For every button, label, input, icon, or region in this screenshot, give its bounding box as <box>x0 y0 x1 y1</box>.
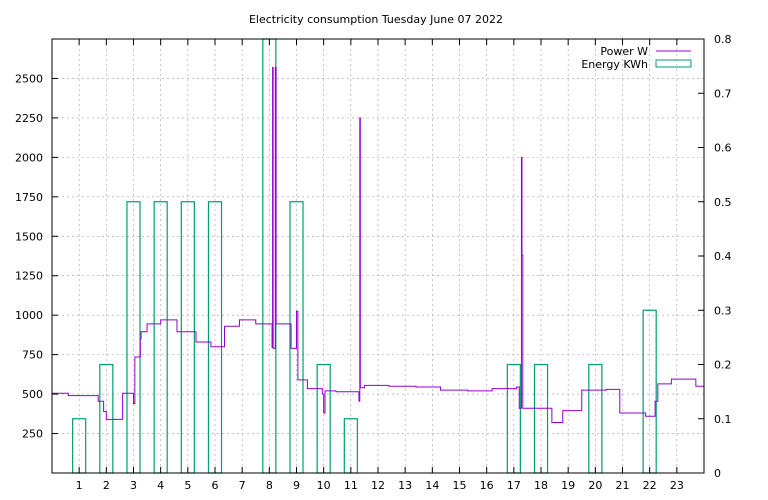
legend-power-label: Power W <box>600 45 648 58</box>
y-right-tick-label: 0.2 <box>714 359 732 372</box>
x-tick-label: 2 <box>103 479 110 492</box>
power-line <box>52 66 704 423</box>
y-right-tick-label: 0.4 <box>714 250 732 263</box>
x-tick-label: 4 <box>157 479 164 492</box>
y-left-tick-label: 2250 <box>15 112 43 125</box>
legend-energy-swatch <box>655 59 692 68</box>
energy-bar <box>126 201 141 474</box>
x-tick-label: 1 <box>76 479 83 492</box>
x-tick-label: 22 <box>643 479 657 492</box>
x-tick-label: 8 <box>266 479 273 492</box>
x-tick-label: 12 <box>371 479 385 492</box>
energy-bar <box>180 201 195 474</box>
x-tick-label: 23 <box>670 479 684 492</box>
x-tick-label: 14 <box>425 479 439 492</box>
x-tick-label: 15 <box>453 479 467 492</box>
y-right-tick-label: 0.6 <box>714 142 732 155</box>
x-tick-label: 18 <box>534 479 548 492</box>
x-tick-label: 10 <box>317 479 331 492</box>
chart-title: Electricity consumption Tuesday June 07 … <box>249 13 503 26</box>
y-left-tick-label: 1250 <box>15 270 43 283</box>
legend: Power W Energy KWh <box>581 45 692 71</box>
x-tick-label: 19 <box>561 479 575 492</box>
power-series-line <box>52 66 704 423</box>
y-right-tick-label: 0.1 <box>714 413 732 426</box>
x-tick-label: 21 <box>616 479 630 492</box>
y-left-tick-label: 750 <box>22 349 43 362</box>
y-left-tick-label: 1000 <box>15 309 43 322</box>
y-left-tick-label: 500 <box>22 388 43 401</box>
energy-bars <box>72 38 657 474</box>
energy-bar <box>207 201 223 474</box>
gridlines <box>52 39 704 473</box>
y-left-tick-label: 2000 <box>15 151 43 164</box>
x-tick-label: 13 <box>398 479 412 492</box>
x-tick-label: 11 <box>344 479 358 492</box>
x-tick-label: 7 <box>239 479 246 492</box>
y-left-tick-label: 1750 <box>15 191 43 204</box>
axis-ticks: 1 2 3 4 5 6 7 8 9 10 11 12 13 14 15 16 17 18 19 20 21 22 23250… <box>15 33 732 492</box>
energy-bar <box>153 201 168 474</box>
y-right-tick-label: 0.5 <box>714 196 732 209</box>
x-tick-label: 9 <box>293 479 300 492</box>
y-left-tick-label: 250 <box>22 428 43 441</box>
y-left-tick-label: 2500 <box>15 72 43 85</box>
y-right-tick-label: 0.8 <box>714 33 732 46</box>
y-right-tick-label: 0 <box>714 467 721 480</box>
x-tick-label: 6 <box>212 479 219 492</box>
x-tick-label: 3 <box>130 479 137 492</box>
y-right-tick-label: 0.3 <box>714 304 732 317</box>
y-left-tick-label: 1500 <box>15 230 43 243</box>
legend-energy-label: Energy KWh <box>581 58 648 71</box>
x-tick-label: 20 <box>588 479 602 492</box>
x-tick-label: 17 <box>507 479 521 492</box>
x-tick-label: 16 <box>480 479 494 492</box>
y-right-tick-label: 0.7 <box>714 87 732 100</box>
x-tick-label: 5 <box>184 479 191 492</box>
